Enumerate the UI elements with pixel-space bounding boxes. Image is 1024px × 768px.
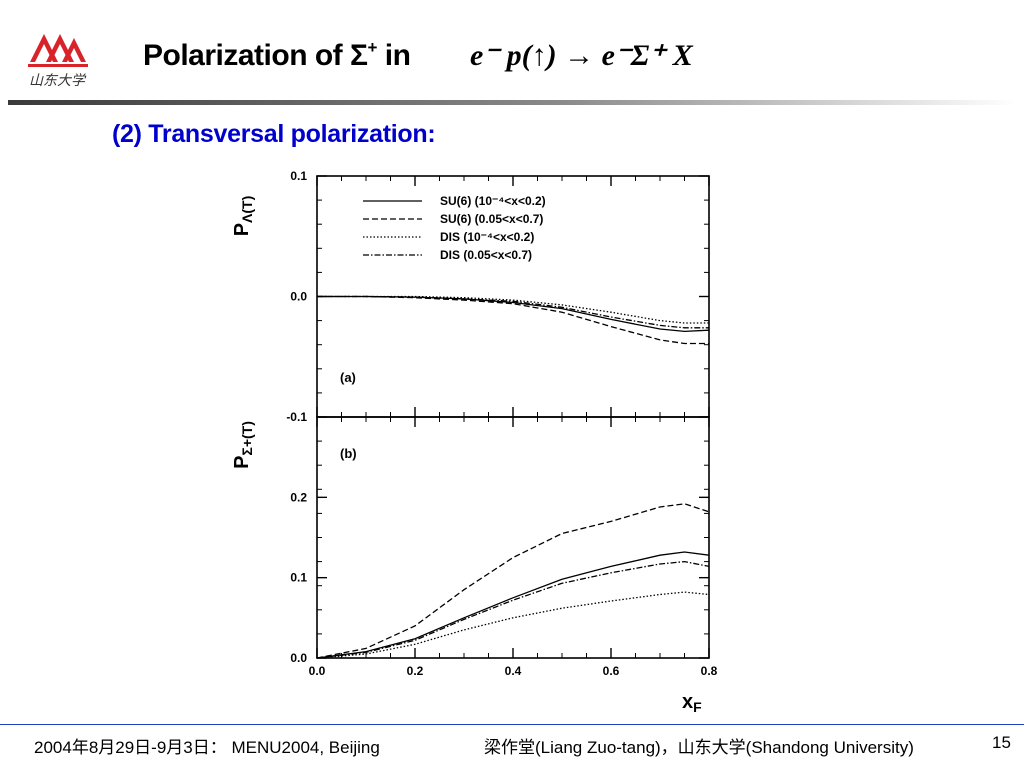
- y-tick-label: 0.0: [290, 651, 307, 665]
- series-line-dotted: [316, 591, 710, 659]
- legend-entry: DIS (10⁻⁴<x<0.2): [440, 230, 534, 244]
- footer-author: 梁作堂(Liang Zuo-tang)，山东大学(Shandong Univer…: [484, 738, 914, 757]
- panel-b: 0.0 0.1 0.2 0.0 0.2 0.4 0.6 0.8 (b) PΣ+(T) xF: [231, 416, 718, 715]
- legend-entry: SU(6) (0.05<x<0.7): [440, 212, 543, 226]
- series-line-dashdot: [316, 560, 710, 659]
- panel-b-ylabel: PΣ+(T): [231, 421, 255, 469]
- series-line-dashed: [317, 295, 709, 345]
- svg-text:山东大学: 山东大学: [29, 73, 87, 89]
- series-line-dashed: [316, 503, 710, 659]
- x-tick-label: 0.2: [407, 664, 424, 678]
- footer-divider: [0, 724, 1024, 725]
- x-tick-label: 0.8: [701, 664, 718, 678]
- reaction-formula: e⁻ p(↑) → e⁻Σ⁺ X: [470, 39, 693, 72]
- y-tick-label: -0.1: [286, 410, 307, 424]
- legend-entry: SU(6) (10⁻⁴<x<0.2): [440, 194, 546, 208]
- x-tick-label: 0.4: [505, 664, 522, 678]
- title-divider: [8, 100, 1016, 105]
- slide-title: Polarization of Σ+ in: [143, 38, 411, 72]
- x-tick-label: 0.0: [309, 664, 326, 678]
- panel-a: 0.1 0.0 -0.1 SU(6) (10⁻⁴<x<0.2) SU(6) (0.05…: [231, 169, 710, 424]
- x-tick-label: 0.6: [603, 664, 620, 678]
- y-tick-label: 0.2: [290, 490, 307, 504]
- panel-a-label: (a): [340, 370, 356, 385]
- section-subtitle: (2) Transversal polarization:: [112, 120, 436, 148]
- y-tick-label: 0.1: [290, 571, 307, 585]
- shandong-university-logo: 山东大学: [28, 34, 88, 89]
- legend-entry: DIS (0.05<x<0.7): [440, 248, 532, 262]
- y-tick-label: 0.0: [290, 290, 307, 304]
- series-line-dotted: [317, 295, 709, 324]
- panel-a-ylabel: PΛ(T): [231, 196, 255, 237]
- footer-date-event: 2004年8月29日-9月3日： MENU2004, Beijing: [34, 738, 380, 757]
- footer-page-number: 15: [992, 733, 1011, 752]
- series-line-dashdot: [317, 295, 709, 329]
- y-tick-label: 0.1: [290, 169, 307, 183]
- x-axis-label: xF: [682, 691, 702, 715]
- series-line-solid: [316, 551, 710, 659]
- panel-b-frame: [316, 416, 710, 659]
- panel-b-label: (b): [340, 446, 357, 461]
